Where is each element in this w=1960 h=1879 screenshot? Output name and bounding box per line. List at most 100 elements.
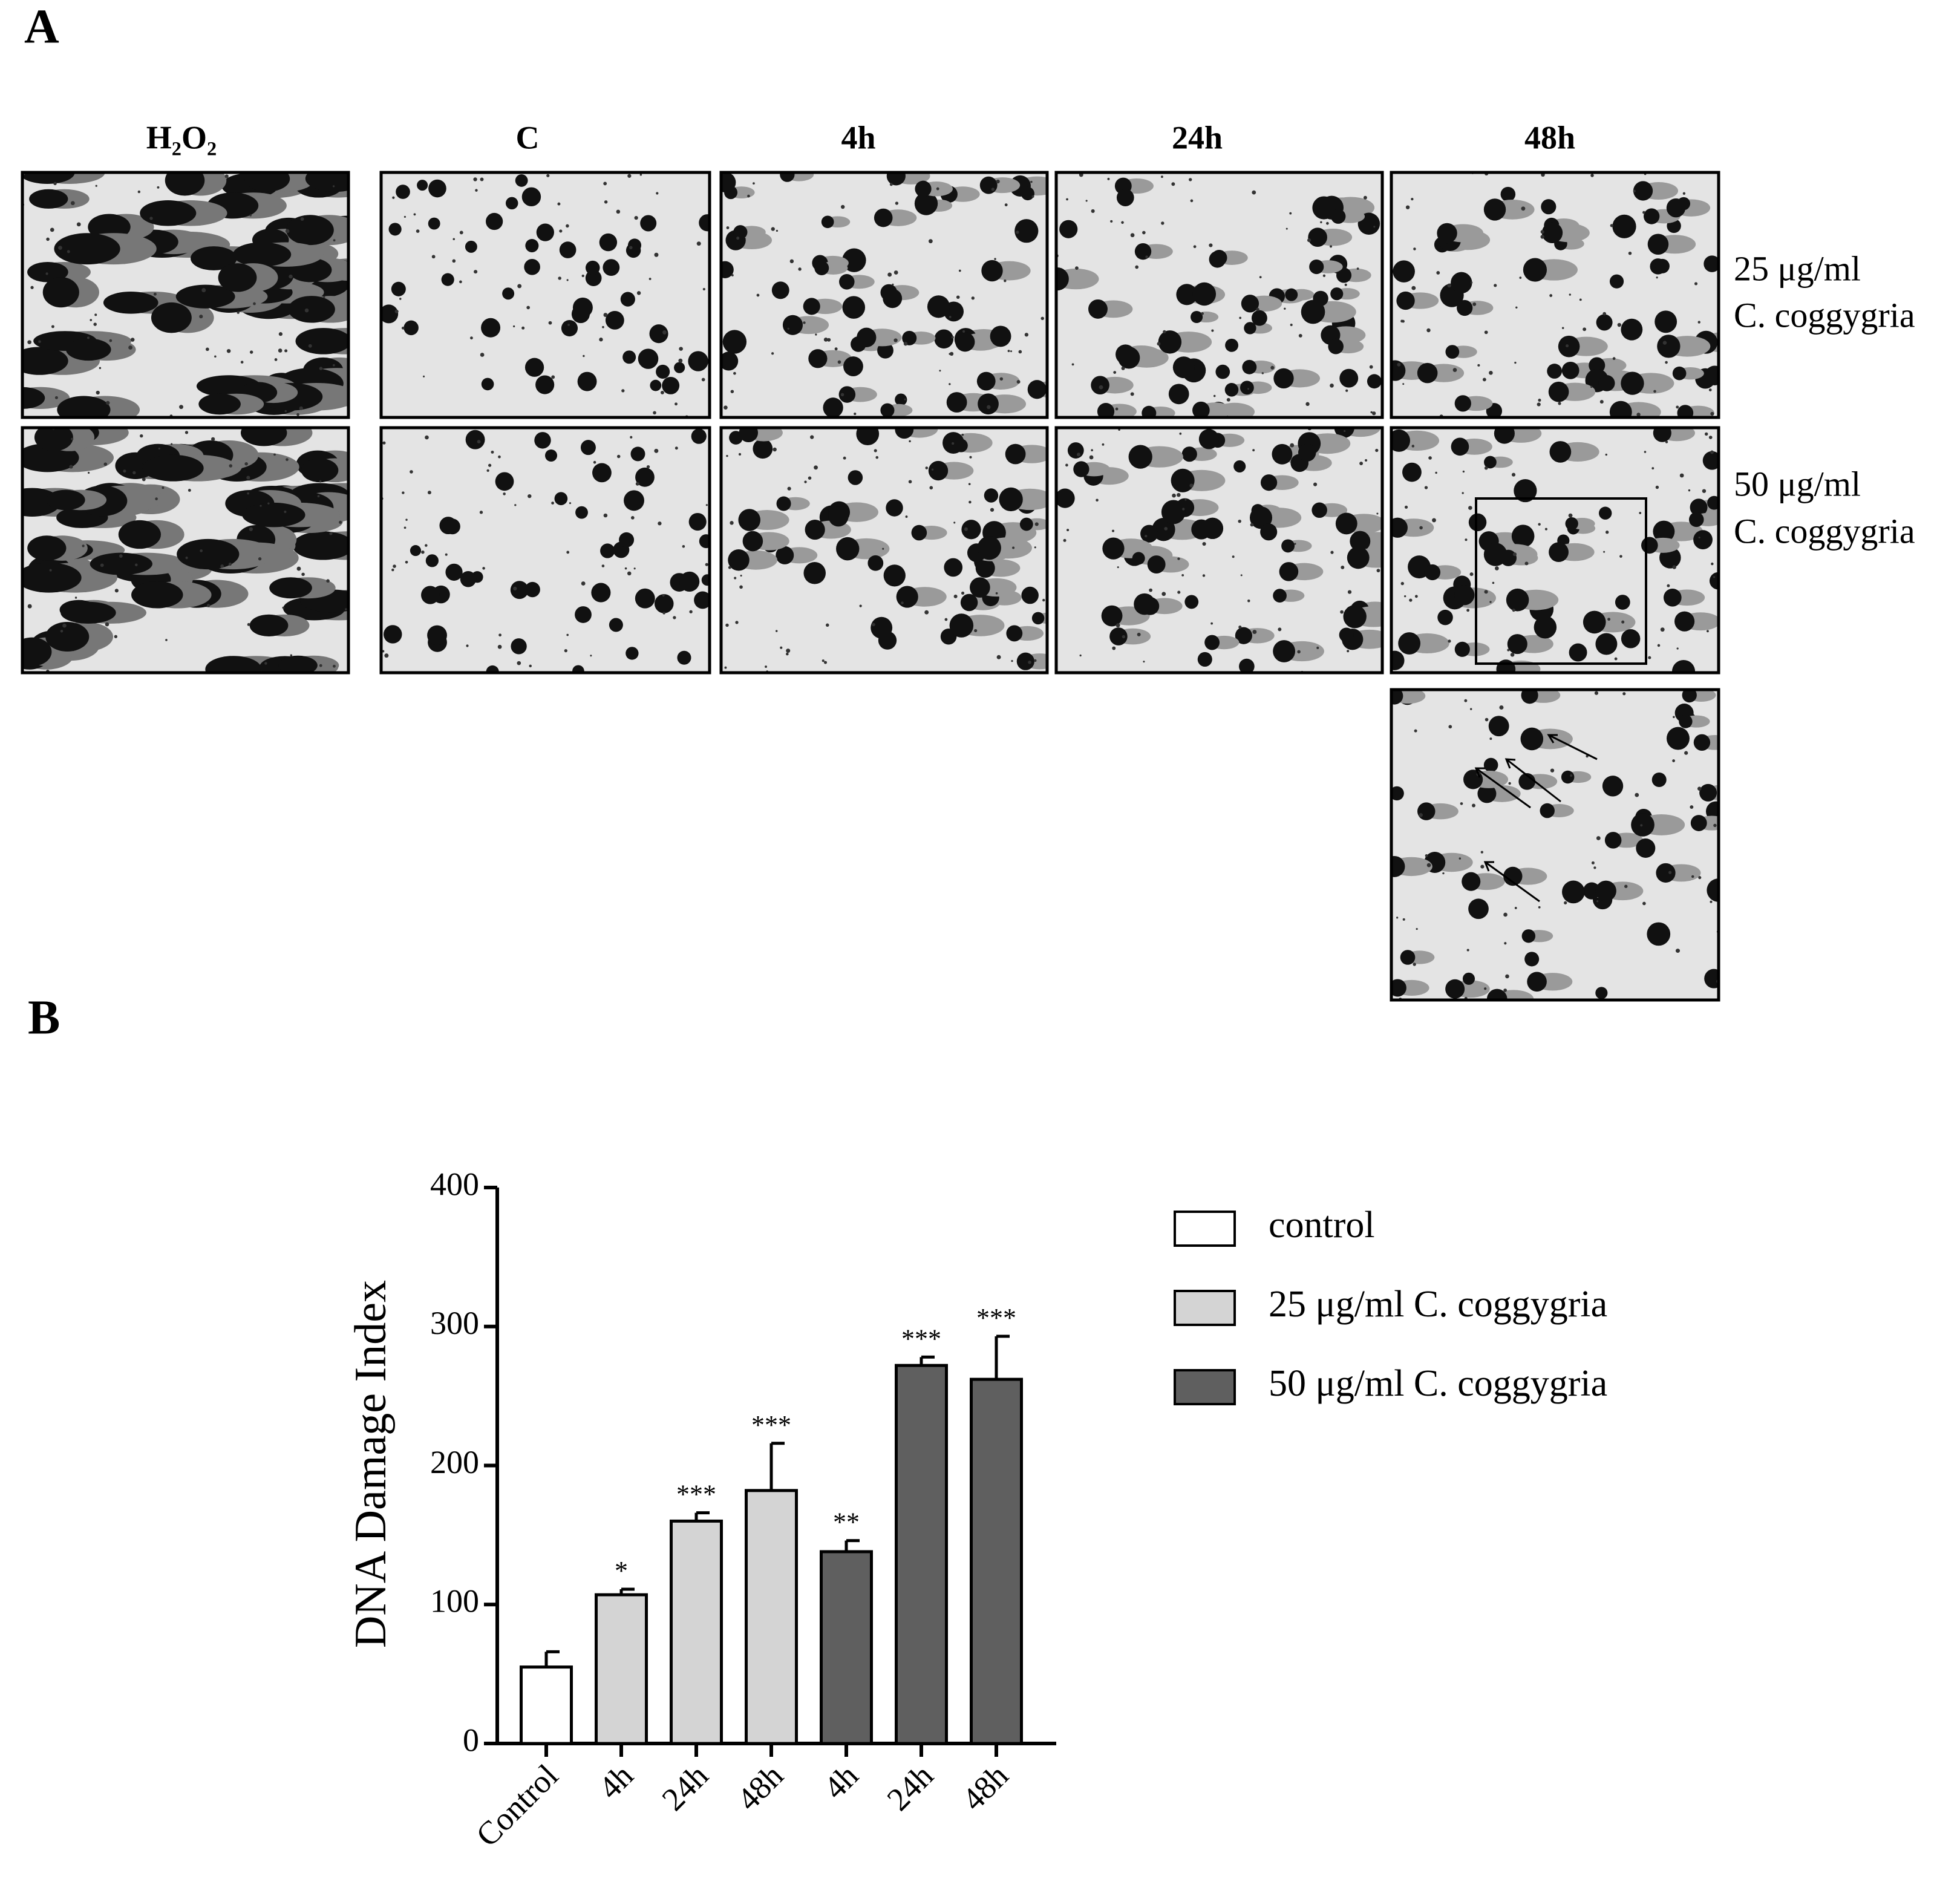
nucleus	[1641, 537, 1658, 554]
micrograph-frame	[1054, 426, 1384, 675]
nucleus	[1328, 338, 1344, 355]
speck	[951, 336, 954, 339]
speck	[901, 601, 904, 604]
speck	[558, 276, 561, 280]
comet	[292, 531, 348, 560]
speck	[1181, 574, 1184, 577]
nucleus	[679, 571, 700, 592]
speck	[290, 654, 293, 657]
speck	[776, 229, 779, 232]
bar	[745, 1489, 798, 1745]
speck	[60, 630, 64, 633]
nucleus	[1391, 360, 1406, 381]
speck	[1570, 774, 1573, 777]
speck	[1442, 872, 1445, 875]
nucleus	[1128, 445, 1152, 469]
micrograph-frame	[719, 426, 1049, 675]
nucleus	[738, 509, 761, 531]
nucleus	[1602, 776, 1624, 797]
speck	[621, 389, 625, 393]
nucleus	[1021, 186, 1034, 201]
speck	[854, 413, 857, 416]
speck	[267, 502, 270, 505]
speck	[1537, 402, 1541, 407]
comet	[131, 581, 183, 609]
speck	[1667, 584, 1670, 587]
nucleus	[1279, 562, 1299, 581]
speck	[1370, 411, 1373, 414]
speck	[273, 453, 276, 456]
speck	[653, 411, 656, 415]
nucleus	[1134, 593, 1155, 615]
speck	[123, 469, 126, 473]
speck	[1636, 413, 1641, 417]
speck	[93, 322, 97, 326]
speck	[100, 563, 104, 567]
speck	[810, 435, 814, 439]
nucleus	[381, 304, 399, 324]
nucleus	[955, 332, 975, 352]
speck	[859, 604, 862, 607]
nucleus	[1633, 181, 1653, 201]
nucleus	[1598, 506, 1612, 520]
speck	[1558, 402, 1561, 405]
nucleus	[1021, 586, 1039, 604]
nucleus	[1391, 786, 1404, 801]
bar	[895, 1364, 948, 1745]
speck	[58, 246, 62, 250]
speck	[1040, 316, 1044, 321]
speck	[274, 358, 278, 361]
speck	[1411, 445, 1415, 448]
nucleus	[883, 289, 903, 309]
nucleus	[1656, 863, 1676, 883]
nucleus	[975, 558, 995, 578]
nucleus	[591, 583, 611, 603]
nucleus	[1019, 517, 1033, 531]
speck	[206, 347, 209, 351]
speck	[498, 455, 501, 459]
speck	[1514, 907, 1517, 909]
nucleus	[1142, 405, 1157, 417]
speck	[27, 604, 32, 609]
speck	[1673, 716, 1675, 718]
nucleus	[1067, 442, 1084, 459]
speck	[789, 259, 794, 264]
speck	[627, 571, 632, 576]
nucleus	[895, 428, 914, 439]
speck	[1211, 329, 1214, 332]
speck	[1639, 512, 1642, 514]
speck	[634, 216, 638, 220]
speck	[1400, 581, 1404, 586]
speck	[1396, 917, 1399, 919]
speck	[1648, 656, 1651, 659]
speck	[1466, 609, 1470, 612]
nucleus	[1402, 462, 1422, 482]
nucleus	[780, 172, 795, 182]
nucleus	[1273, 368, 1294, 389]
nucleus	[1281, 539, 1295, 553]
speck	[1149, 588, 1152, 592]
speck	[1297, 650, 1301, 654]
nucleus	[1653, 520, 1675, 543]
speck	[229, 464, 233, 468]
speck	[114, 635, 118, 638]
nucleus	[1132, 552, 1145, 565]
speck	[392, 196, 395, 199]
comet	[218, 263, 257, 292]
speck	[1344, 283, 1347, 286]
nucleus	[575, 606, 592, 623]
nucleus	[1690, 815, 1707, 831]
speck	[1448, 639, 1451, 643]
nucleus	[1056, 267, 1069, 291]
speck	[405, 518, 408, 521]
nucleus	[627, 238, 642, 252]
nucleus	[984, 488, 999, 503]
nucleus	[481, 318, 501, 338]
nucleus	[428, 217, 440, 230]
speck	[1470, 708, 1472, 710]
nucleus	[1562, 880, 1585, 904]
speck	[326, 579, 330, 583]
nucleus	[1484, 456, 1497, 469]
micrograph-frame	[719, 171, 1049, 419]
speck	[590, 655, 592, 657]
